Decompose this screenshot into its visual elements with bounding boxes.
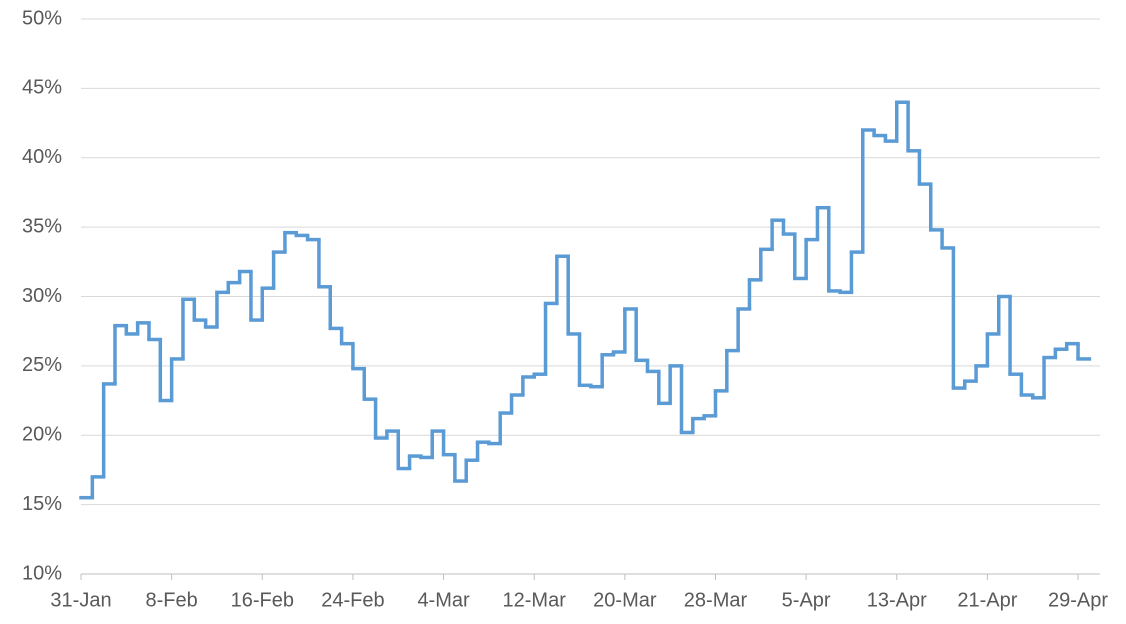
x-tick-label: 20-Mar [593, 589, 657, 611]
y-tick-label: 50% [22, 7, 62, 29]
y-tick-label: 15% [22, 493, 62, 515]
y-tick-label: 45% [22, 77, 62, 99]
x-tick-label: 31-Jan [50, 589, 111, 611]
x-tick-label: 13-Apr [867, 589, 927, 611]
x-tick-label: 28-Mar [684, 589, 748, 611]
y-tick-label: 40% [22, 146, 62, 168]
y-tick-label: 25% [22, 354, 62, 376]
x-tick-label: 29-Apr [1048, 589, 1108, 611]
y-tick-label: 35% [22, 215, 62, 237]
x-tick-label: 21-Apr [957, 589, 1017, 611]
x-tick-label: 8-Feb [146, 589, 198, 611]
x-tick-label: 4-Mar [417, 589, 470, 611]
x-tick-label: 16-Feb [231, 589, 294, 611]
y-tick-label: 10% [22, 562, 62, 584]
x-tick-label: 12-Mar [503, 589, 567, 611]
x-tick-label: 5-Apr [782, 589, 831, 611]
y-tick-label: 30% [22, 285, 62, 307]
y-tick-label: 20% [22, 424, 62, 446]
x-tick-label: 24-Feb [321, 589, 384, 611]
